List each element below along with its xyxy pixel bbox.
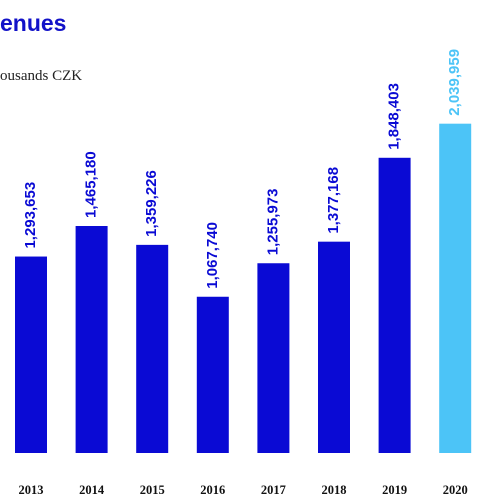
bar	[75, 226, 108, 453]
x-tick-label: 2018	[322, 483, 347, 497]
value-label: 1,377,168	[325, 167, 342, 234]
x-tick-label: 2016	[200, 483, 225, 497]
bar	[318, 241, 350, 453]
value-label: 1,067,740	[204, 222, 221, 289]
x-tick-label: 2020	[443, 483, 468, 497]
value-label: 1,255,973	[264, 189, 281, 256]
x-tick-label: 2013	[19, 483, 44, 497]
bar	[196, 296, 229, 453]
chart-subtitle: ousands CZK	[0, 68, 82, 84]
value-label: 1,465,180	[83, 151, 100, 218]
bar	[257, 263, 290, 453]
value-label: 1,293,653	[22, 182, 39, 249]
x-tick-label: 2014	[79, 483, 105, 497]
value-label: 1,359,226	[143, 170, 160, 237]
bar	[439, 123, 472, 453]
x-tick-label: 2019	[382, 483, 407, 497]
bar	[15, 256, 47, 453]
chart-title: enues	[0, 10, 66, 36]
bar	[378, 157, 411, 453]
value-label: 2,039,959	[446, 49, 463, 116]
bar	[136, 244, 169, 453]
x-tick-label: 2017	[261, 483, 286, 497]
x-tick-label: 2015	[140, 483, 165, 497]
value-label: 1,848,403	[386, 83, 403, 150]
